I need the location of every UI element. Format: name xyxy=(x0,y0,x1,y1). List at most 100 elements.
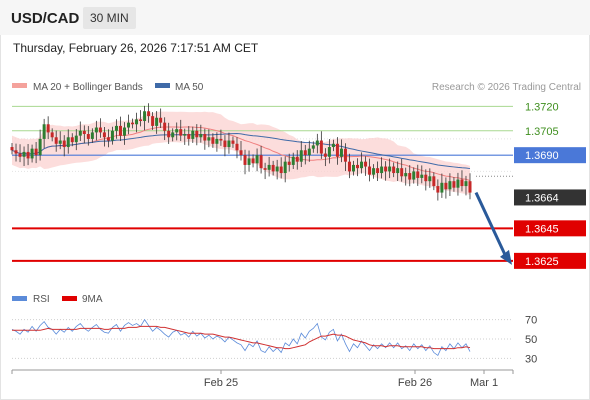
candle-body xyxy=(187,134,191,139)
candle xyxy=(191,126,195,143)
candle xyxy=(195,124,199,146)
candle xyxy=(10,142,14,155)
candle-body xyxy=(151,116,155,126)
candle-body xyxy=(420,174,424,178)
price-tag-text: 1.3625 xyxy=(525,256,559,268)
candle-body xyxy=(122,127,126,136)
candle-body xyxy=(143,111,147,122)
candle-body xyxy=(364,161,368,167)
candle-body xyxy=(456,179,460,188)
timeframe-badge[interactable]: 30 MIN xyxy=(83,7,136,29)
candle-body xyxy=(26,151,30,159)
ma20-legend-swatch xyxy=(12,83,27,88)
candle xyxy=(267,156,271,177)
candle-body xyxy=(70,137,74,143)
ma50-legend-label: MA 50 xyxy=(175,82,204,93)
candle-body xyxy=(351,164,355,172)
candle-body xyxy=(235,143,239,151)
forecast-arrow-head xyxy=(500,249,512,265)
candle xyxy=(243,149,247,175)
candle-body xyxy=(400,168,404,177)
candle xyxy=(364,156,368,176)
price-tag-text: 1.3645 xyxy=(525,223,559,235)
candle-body xyxy=(307,148,311,156)
candle-body xyxy=(207,137,211,141)
candle xyxy=(171,128,175,142)
candle xyxy=(42,118,46,149)
candle xyxy=(259,145,263,174)
candle xyxy=(376,161,380,182)
candle xyxy=(275,159,279,180)
candle xyxy=(283,156,287,183)
price-tag-box xyxy=(514,220,586,237)
candle-body xyxy=(82,130,86,135)
candle-body xyxy=(66,137,70,148)
candle xyxy=(255,148,259,172)
candle xyxy=(372,164,376,179)
candle-body xyxy=(343,148,347,162)
candle xyxy=(360,152,364,174)
candle xyxy=(74,128,78,151)
candle xyxy=(247,150,251,172)
candle xyxy=(412,167,416,184)
candle-body xyxy=(291,156,295,165)
candle xyxy=(343,143,347,171)
candle xyxy=(231,136,235,148)
candle xyxy=(114,119,118,139)
candle xyxy=(339,139,343,163)
candle-body xyxy=(247,158,251,165)
candle xyxy=(327,139,331,164)
candle-body xyxy=(10,147,14,151)
candle-body xyxy=(159,117,163,123)
price-tag-1.3705: 1.3705 xyxy=(525,126,559,138)
candle-body xyxy=(259,155,263,169)
candle xyxy=(135,112,139,133)
rsi-panel: 70 50 30 xyxy=(11,315,537,365)
candle-body xyxy=(295,156,299,162)
candle xyxy=(432,172,436,191)
candle-body xyxy=(135,119,139,125)
x-tick-label: Feb 26 xyxy=(398,377,432,389)
candle xyxy=(235,137,239,159)
candle xyxy=(183,128,187,145)
candle-body xyxy=(404,173,408,177)
forecast-arrow-shaft xyxy=(474,191,508,258)
price-tag-box xyxy=(514,252,586,269)
candle-body xyxy=(376,168,380,174)
rsi-ma-legend-label: 9MA xyxy=(82,294,103,305)
price-tags: 1.3720 1.3705 1.3690 1.3664 1.3645 1.3625 xyxy=(514,101,586,269)
candle xyxy=(295,150,299,170)
candle-body xyxy=(179,129,183,136)
candle-body xyxy=(147,111,151,117)
symbol-title: USD/CAD xyxy=(11,10,80,27)
candle xyxy=(94,120,98,141)
candle xyxy=(118,116,122,142)
candle xyxy=(404,167,408,186)
candle-body xyxy=(131,122,135,125)
candle-body xyxy=(460,179,464,187)
candle xyxy=(271,160,275,176)
candle-body xyxy=(46,124,50,133)
candle xyxy=(448,173,452,196)
candle xyxy=(468,173,472,200)
candle xyxy=(311,141,315,153)
candle-body xyxy=(331,143,335,148)
candle xyxy=(147,103,151,123)
candle-body xyxy=(339,148,343,157)
candle-body xyxy=(380,166,384,174)
candle-body xyxy=(98,127,102,133)
candle xyxy=(400,158,404,182)
candle xyxy=(78,121,82,142)
candle xyxy=(50,128,54,142)
candle-body xyxy=(114,125,118,131)
price-tag-1.3720: 1.3720 xyxy=(525,101,559,113)
candle xyxy=(207,129,211,148)
candle xyxy=(444,177,448,199)
price-tag-text: 1.3690 xyxy=(525,150,559,162)
candle xyxy=(291,152,295,169)
candle-body xyxy=(428,176,432,182)
candle-body xyxy=(167,130,171,138)
candle-body xyxy=(432,176,436,187)
candle-body xyxy=(416,171,420,178)
